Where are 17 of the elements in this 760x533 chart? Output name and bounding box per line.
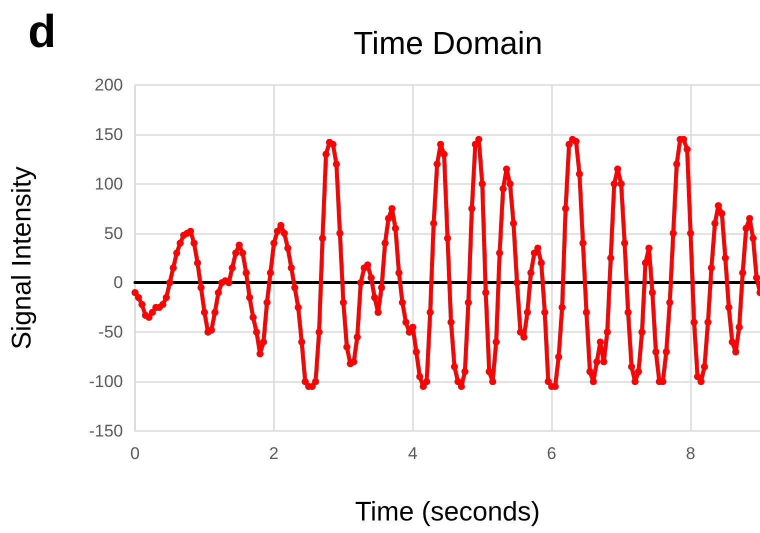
y-tick-label: 50: [104, 224, 123, 243]
y-tick-label: -100: [88, 372, 123, 392]
chart-title: Time Domain: [353, 25, 543, 61]
x-tick-label: 0: [130, 444, 140, 463]
y-tick-label: 150: [94, 124, 123, 144]
x-axis-title: Time (seconds): [354, 496, 540, 526]
y-tick-label: -50: [98, 322, 123, 342]
x-tick-label: 8: [686, 444, 696, 463]
y-tick-label: 200: [94, 76, 123, 94]
y-tick-label: -150: [88, 422, 123, 440]
y-tick-label: 100: [94, 174, 123, 194]
y-tick-label: 0: [114, 273, 123, 292]
y-axis-title: Signal Intensity: [6, 166, 36, 350]
x-tick-label: 2: [269, 444, 279, 463]
x-tick-label: 4: [408, 444, 418, 463]
text: d: [28, 5, 56, 57]
x-tick-label: 6: [546, 444, 556, 463]
